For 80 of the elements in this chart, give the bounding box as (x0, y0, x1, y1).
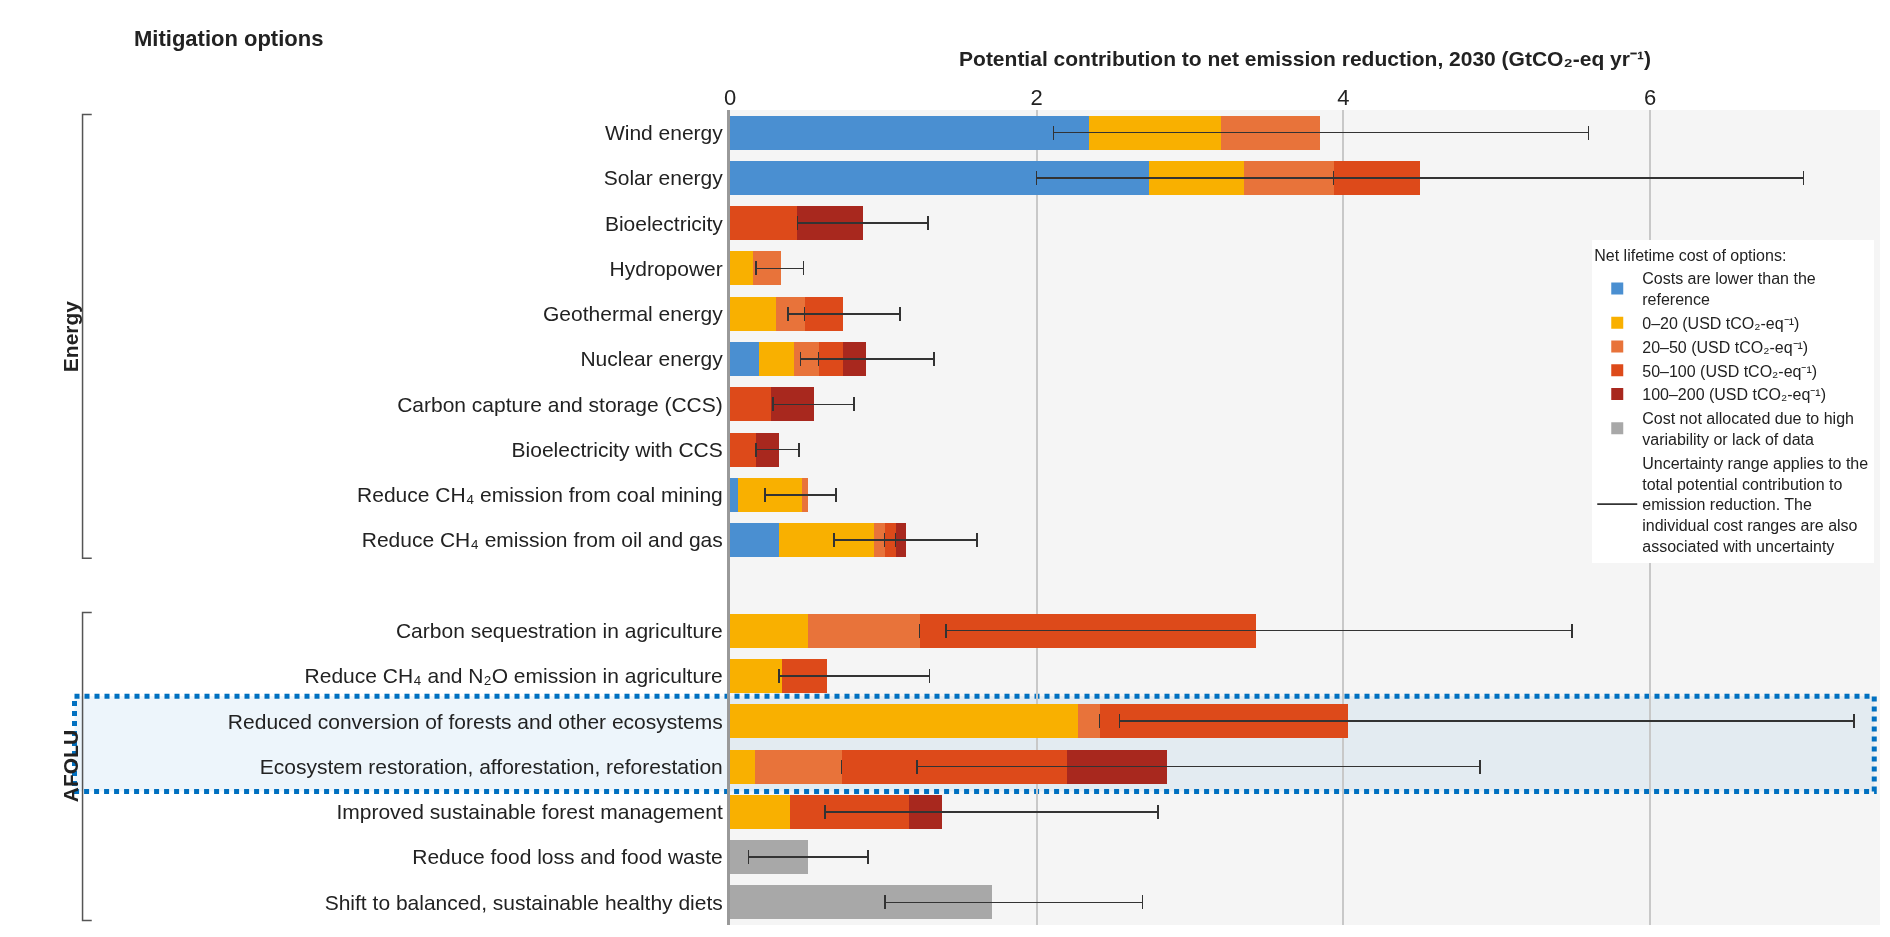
x-tick-label: 2 (1030, 84, 1043, 110)
bar (730, 432, 757, 467)
legend-label: 50–100 (USD tCO₂-eq⁻¹) (1642, 362, 1818, 380)
bar (841, 749, 1068, 784)
y-axis-title: Mitigation options (134, 26, 324, 51)
bar (920, 613, 1256, 648)
bar (756, 432, 780, 467)
bar (737, 477, 803, 512)
bar (1078, 704, 1100, 739)
y-tick-label: Solar energy (603, 166, 724, 190)
bar (818, 342, 844, 377)
bar (754, 749, 842, 784)
bar (1220, 115, 1321, 150)
y-tick-label: Nuclear energy (580, 347, 724, 371)
bar (730, 115, 1089, 150)
y-tick-label: Ecosystem restoration, afforestation, reforestation (259, 754, 723, 778)
bar (730, 296, 776, 331)
bar (884, 523, 896, 558)
bar (730, 794, 790, 829)
x-tick-label: 6 (1643, 84, 1657, 110)
y-tick-label: Reduced conversion of forests and other ecosystems (227, 709, 723, 733)
bar (730, 206, 798, 241)
bar (1099, 704, 1348, 739)
bar (753, 251, 781, 286)
bar (730, 704, 1079, 739)
bar (730, 251, 753, 286)
y-tick-label: Reduce CH₄ and N₂O emission in agriculture (304, 664, 723, 688)
bar (730, 613, 809, 648)
x-tick-label: 4 (1337, 84, 1350, 110)
bar (789, 794, 910, 829)
bar (730, 523, 780, 558)
y-tick-label: Reduce CH₄ emission from coal mining (357, 483, 723, 507)
y-tick-label: Bioelectricity with CCS (511, 437, 723, 461)
y-tick-label: Bioelectricity (604, 211, 724, 235)
bar (730, 749, 755, 784)
bar (1243, 160, 1335, 195)
y-tick-label: Improved sustainable forest management (336, 800, 723, 824)
legend-label: 100–200 (USD tCO₂-eq⁻¹) (1642, 386, 1826, 404)
y-tick-label: Carbon capture and storage (CCS) (397, 392, 723, 416)
text: AFOLU (59, 729, 83, 803)
text: Energy (59, 300, 83, 373)
bar (909, 794, 942, 829)
legend-label: Costs are lower than the reference (1642, 270, 1816, 309)
bar (782, 658, 827, 693)
bar (808, 613, 921, 648)
legend-label: 20–50 (USD tCO₂-eq⁻¹) (1642, 338, 1809, 356)
x-axis-title: Potential contribution to net emission reduction, 2030 (GtCO₂-eq yr⁻¹) (959, 46, 1651, 70)
legend-label: Cost not allocated due to high variability or lack of data (1642, 410, 1854, 448)
x-tick-label: 0 (723, 84, 737, 110)
bar (1067, 749, 1167, 784)
bar (1148, 160, 1244, 195)
bar (802, 477, 809, 512)
bar (730, 885, 993, 920)
bar (730, 477, 738, 512)
bar (794, 342, 819, 377)
bar (730, 160, 1149, 195)
bar (730, 658, 783, 693)
legend-label: 0–20 (USD tCO₂-eq⁻¹) (1642, 314, 1800, 332)
bar (771, 387, 815, 422)
y-tick-label: Carbon sequestration in agriculture (395, 619, 723, 643)
bar (730, 840, 809, 875)
bar (797, 206, 864, 241)
bar (779, 523, 875, 558)
y-tick-label: Reduce CH₄ emission from oil and gas (361, 528, 723, 552)
bar (730, 387, 772, 422)
bar (776, 296, 806, 331)
y-tick-label: Shift to balanced, sustainable healthy diets (324, 890, 723, 914)
annotation: Uncertainty range applies to the total potential contribution to emission reduction. The individual cost ranges are also associated with uncertainty (1642, 454, 1869, 555)
legend-title: Net lifetime cost of options: (1594, 247, 1787, 265)
bar (843, 342, 867, 377)
y-tick-label: Wind energy (604, 120, 724, 144)
bar (1088, 115, 1221, 150)
bar (874, 523, 885, 558)
y-tick-label: Reduce food loss and food waste (412, 845, 723, 869)
bar (730, 342, 760, 377)
y-tick-label: Geothermal energy (543, 302, 724, 326)
bar (1334, 160, 1420, 195)
bar (759, 342, 795, 377)
y-tick-label: Hydropower (609, 256, 723, 280)
bar (805, 296, 844, 331)
